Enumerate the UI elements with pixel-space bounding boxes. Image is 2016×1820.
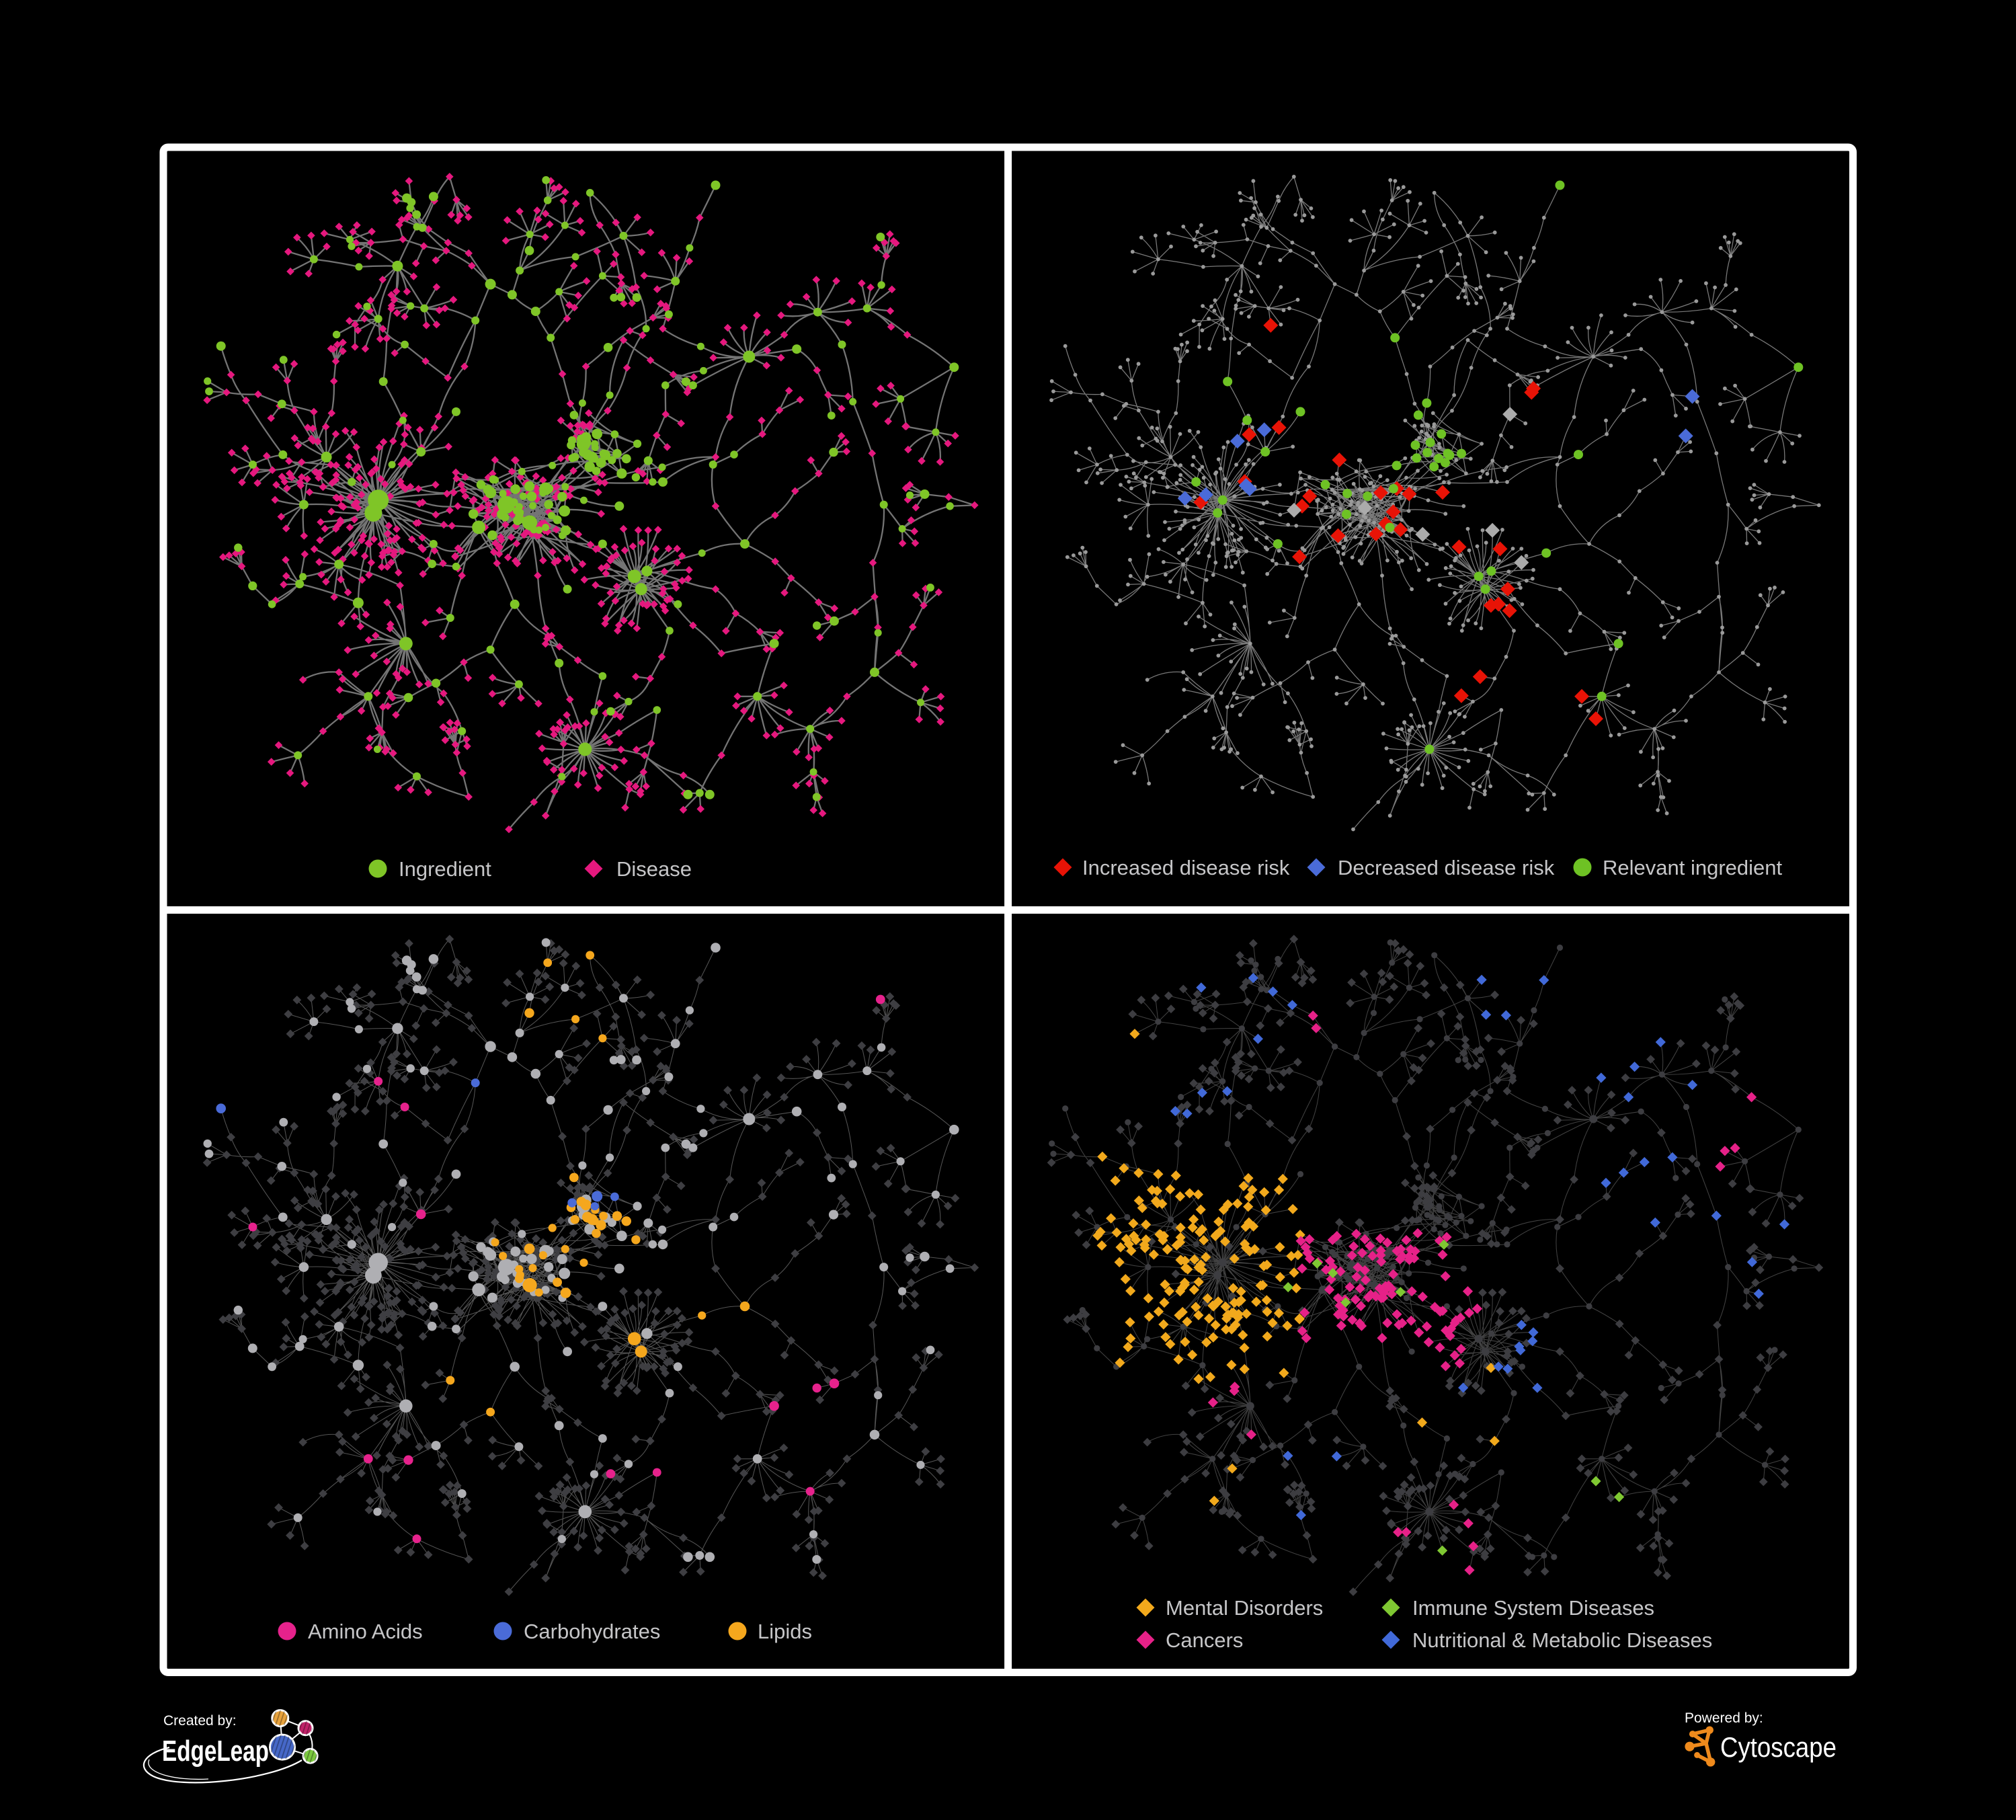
svg-text:Mental Disorders: Mental Disorders bbox=[1166, 1596, 1323, 1620]
svg-text:Increased disease risk: Increased disease risk bbox=[1082, 856, 1290, 879]
svg-text:Powered by:: Powered by: bbox=[1685, 1710, 1763, 1726]
svg-text:Nutritional & Metabolic Diseas: Nutritional & Metabolic Diseases bbox=[1412, 1628, 1712, 1652]
svg-text:Immune System Diseases: Immune System Diseases bbox=[1412, 1596, 1654, 1620]
svg-text:Decreased disease risk: Decreased disease risk bbox=[1338, 856, 1555, 879]
svg-text:Ingredient: Ingredient bbox=[399, 857, 491, 881]
svg-text:Lipids: Lipids bbox=[758, 1620, 812, 1643]
svg-text:Created by:: Created by: bbox=[163, 1713, 237, 1729]
svg-text:Cytoscape: Cytoscape bbox=[1720, 1731, 1837, 1763]
svg-text:Cancers: Cancers bbox=[1166, 1628, 1243, 1652]
svg-text:Carbohydrates: Carbohydrates bbox=[524, 1620, 660, 1643]
svg-text:Disease: Disease bbox=[616, 857, 692, 881]
svg-text:Relevant ingredient: Relevant ingredient bbox=[1603, 856, 1783, 879]
svg-text:Amino Acids: Amino Acids bbox=[308, 1620, 423, 1643]
svg-text:EdgeLeap: EdgeLeap bbox=[162, 1735, 269, 1768]
